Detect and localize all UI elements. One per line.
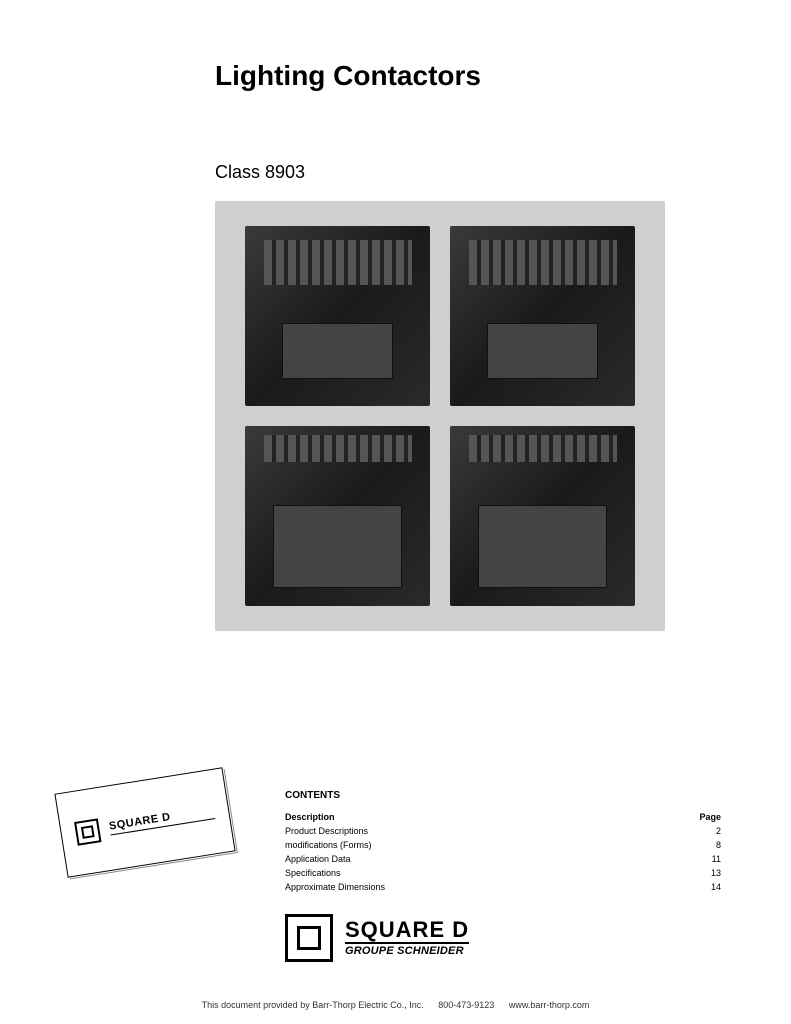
square-d-logo-icon <box>74 818 101 845</box>
product-photo-grid <box>215 201 665 631</box>
toc-page: 8 <box>716 839 721 853</box>
toc-page: 11 <box>712 853 721 867</box>
toc-row: Specifications 13 <box>285 867 721 881</box>
toc-page: 13 <box>711 867 721 881</box>
toc-label: modifications (Forms) <box>285 839 372 853</box>
toc-row: Application Data 11 <box>285 853 721 867</box>
device-photo-1 <box>245 226 430 406</box>
brand-card: SQUARE D <box>54 767 235 878</box>
footer-brand-block: SQUARE D GROUPE SCHNEIDER <box>285 914 469 962</box>
toc-page: 14 <box>711 881 721 895</box>
toc-row: Approximate Dimensions 14 <box>285 881 721 895</box>
contents-heading: CONTENTS <box>285 790 721 801</box>
toc-header-label: Description <box>285 811 335 825</box>
card-brand-text: SQUARE D <box>108 804 215 835</box>
toc-row: modifications (Forms) 8 <box>285 839 721 853</box>
toc-header-row: Description Page <box>285 811 721 825</box>
provided-by-line: This document provided by Barr-Thorp Ele… <box>0 1000 791 1010</box>
toc-label: Product Descriptions <box>285 825 368 839</box>
toc-label: Application Data <box>285 853 351 867</box>
page-title: Lighting Contactors <box>215 60 721 92</box>
toc-header-page: Page <box>699 811 721 825</box>
toc-page: 2 <box>716 825 721 839</box>
footer-brand-sub: GROUPE SCHNEIDER <box>345 942 469 957</box>
device-photo-4 <box>450 426 635 606</box>
provided-phone: 800-473-9123 <box>438 1000 494 1010</box>
provided-text: This document provided by Barr-Thorp Ele… <box>202 1000 424 1010</box>
footer-brand-main: SQUARE D <box>345 919 469 941</box>
device-photo-3 <box>245 426 430 606</box>
square-d-logo-icon <box>285 914 333 962</box>
toc-label: Specifications <box>285 867 341 881</box>
toc-label: Approximate Dimensions <box>285 881 385 895</box>
class-subtitle: Class 8903 <box>215 162 721 183</box>
provided-url: www.barr-thorp.com <box>509 1000 590 1010</box>
contents-block: CONTENTS Description Page Product Descri… <box>285 790 721 895</box>
device-photo-2 <box>450 226 635 406</box>
toc-row: Product Descriptions 2 <box>285 825 721 839</box>
